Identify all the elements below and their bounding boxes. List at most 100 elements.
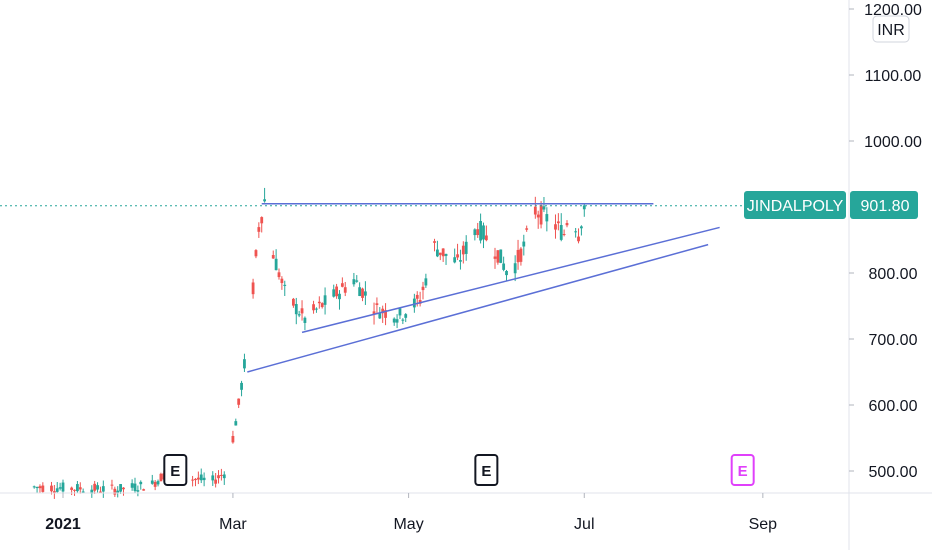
candles bbox=[32, 187, 586, 499]
candle-body bbox=[315, 308, 318, 310]
price-tick-label: 700.00 bbox=[869, 332, 918, 349]
candle-body bbox=[436, 249, 439, 257]
trendline[interactable] bbox=[247, 243, 709, 373]
candle-body bbox=[96, 485, 99, 490]
candle-body bbox=[153, 481, 157, 487]
candle-body bbox=[519, 248, 523, 262]
candle-body bbox=[254, 250, 258, 257]
last-price-label: 901.80 bbox=[861, 198, 910, 215]
price-axis[interactable]: 1200.00 1100.00 1000.00 800.00 700.00 600.00 5… bbox=[849, 2, 922, 481]
candle-body bbox=[312, 304, 315, 311]
earnings-marker-box bbox=[474, 454, 499, 486]
candle-body bbox=[136, 490, 140, 492]
candle-body bbox=[464, 241, 468, 254]
currency-badge[interactable]: INR bbox=[872, 15, 910, 43]
candle-body bbox=[556, 221, 560, 224]
candle-body bbox=[292, 298, 295, 306]
candle-body bbox=[539, 205, 543, 225]
candle-body bbox=[404, 314, 408, 318]
candle-body bbox=[421, 286, 425, 291]
candle-body bbox=[251, 282, 255, 295]
candle-body bbox=[444, 253, 448, 256]
candle-body bbox=[554, 224, 557, 230]
earnings-marker[interactable]: E bbox=[474, 454, 499, 486]
candle-body bbox=[545, 214, 549, 222]
candle-body bbox=[139, 481, 143, 485]
candle-body bbox=[412, 298, 416, 308]
candle-body bbox=[113, 488, 117, 495]
candle-body bbox=[294, 304, 298, 315]
candle-body bbox=[156, 481, 160, 485]
date-tick-label: May bbox=[393, 516, 423, 533]
candle-body bbox=[482, 225, 485, 240]
candle-body bbox=[150, 480, 154, 484]
time-axis[interactable]: 2021 Mar May Jul Sep bbox=[45, 493, 777, 533]
price-tick-label: 800.00 bbox=[869, 266, 918, 283]
candle-body bbox=[271, 255, 275, 259]
earnings-marker[interactable]: E bbox=[730, 454, 755, 486]
candle-body bbox=[142, 489, 146, 491]
candle-body bbox=[542, 206, 546, 210]
candle-body bbox=[499, 249, 503, 263]
candle-body bbox=[119, 484, 122, 492]
candle-body bbox=[35, 487, 39, 489]
candle-body bbox=[438, 252, 442, 255]
candle-body bbox=[300, 308, 304, 314]
earnings-marker-box bbox=[730, 454, 755, 486]
candle-body bbox=[130, 483, 134, 488]
candle-body bbox=[415, 294, 419, 299]
candle-body bbox=[473, 229, 477, 236]
candle-body bbox=[237, 398, 241, 405]
candle-body bbox=[338, 293, 341, 300]
candle-body bbox=[116, 490, 120, 493]
candle-body bbox=[274, 258, 278, 271]
candle-body bbox=[461, 245, 465, 255]
candle-body bbox=[41, 485, 45, 492]
earnings-marker-label: E bbox=[481, 463, 491, 480]
candle-body bbox=[280, 278, 284, 284]
symbol-label: JINDALPOLY bbox=[747, 198, 844, 215]
price-tick-label: 1000.00 bbox=[864, 134, 922, 151]
candle-body bbox=[502, 263, 506, 270]
candle-body bbox=[38, 486, 42, 489]
candle-body bbox=[433, 241, 436, 243]
candle-body bbox=[352, 279, 356, 285]
price-tick-label: 500.00 bbox=[869, 464, 918, 481]
candle-body bbox=[194, 478, 197, 481]
candle-body bbox=[562, 234, 566, 236]
candle-body bbox=[533, 206, 537, 215]
candle-body bbox=[110, 484, 114, 486]
earnings-marker-box bbox=[163, 454, 188, 486]
trendlines[interactable] bbox=[247, 202, 720, 373]
candle-body bbox=[159, 473, 163, 482]
candle-body bbox=[234, 421, 238, 426]
candle-body bbox=[522, 241, 526, 247]
price-tick-label: 600.00 bbox=[869, 398, 918, 415]
candle-body bbox=[199, 474, 203, 481]
candle-body bbox=[401, 319, 405, 321]
earnings-marker[interactable]: E bbox=[163, 454, 188, 486]
candle-body bbox=[361, 288, 364, 298]
candle-body bbox=[372, 311, 376, 315]
candle-body bbox=[343, 287, 347, 293]
candle-body bbox=[78, 487, 82, 490]
candle-body bbox=[202, 477, 206, 481]
candle-body bbox=[81, 491, 85, 493]
date-tick-label: Jul bbox=[574, 516, 594, 533]
candle-body bbox=[257, 227, 261, 232]
candle-body bbox=[214, 479, 218, 484]
candle-body bbox=[456, 254, 459, 258]
candle-body bbox=[398, 308, 402, 316]
candle-body bbox=[418, 300, 422, 304]
candle-body bbox=[375, 303, 379, 305]
candle-body bbox=[222, 474, 226, 479]
candle-body bbox=[424, 278, 428, 286]
candle-body bbox=[392, 318, 396, 323]
earnings-marker-label: E bbox=[170, 463, 180, 480]
trendline[interactable] bbox=[301, 226, 720, 334]
candle-body bbox=[243, 359, 246, 369]
candle-body bbox=[50, 485, 53, 492]
